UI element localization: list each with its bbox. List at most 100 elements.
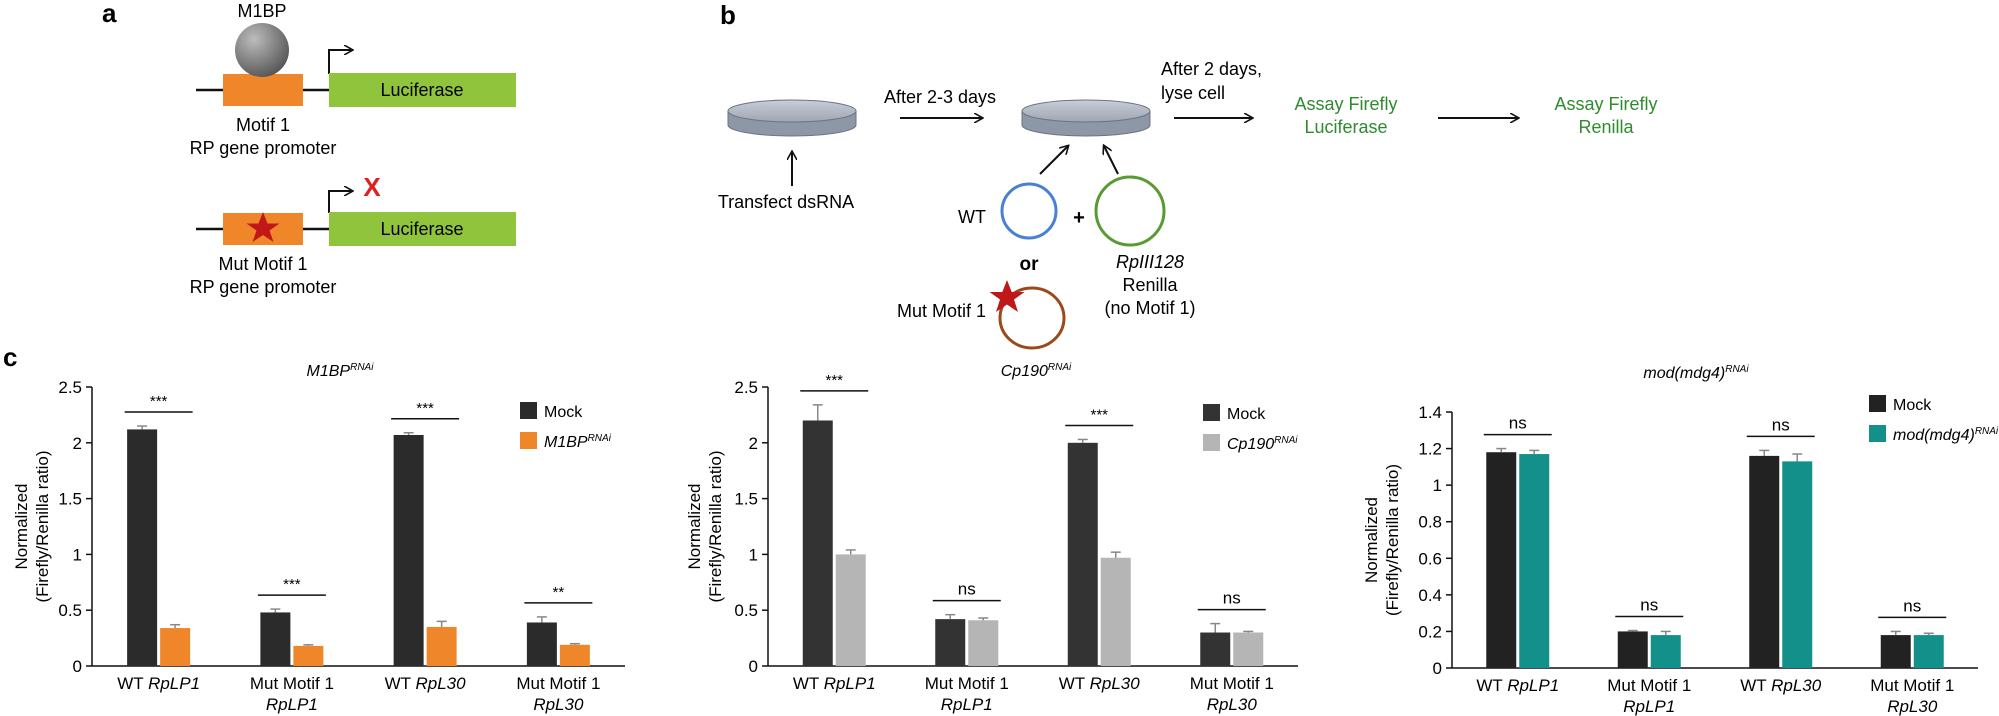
chart-title-superscript: RNAi	[350, 362, 374, 373]
legend-swatch	[520, 432, 537, 449]
renilla-label-1: RpIII128	[1116, 252, 1184, 272]
bar-mock	[1200, 632, 1231, 666]
bar-chart-2: Cp190RNAi Normalized (Firefly/Renilla rati…	[685, 362, 1298, 714]
x-category-label: Mut Motif 1	[1870, 676, 1954, 695]
y-axis-label-line1: Normalized	[685, 484, 704, 570]
y-tick-label: 1.2	[1418, 440, 1442, 459]
legend-label-name: Mock	[544, 404, 583, 421]
bar-rnai	[293, 645, 324, 666]
significance-label: ***	[416, 400, 434, 417]
bar-rnai	[1519, 454, 1550, 668]
legend-label-superscript: RNAi	[588, 433, 612, 444]
legend-label-superscript: RNAi	[1274, 435, 1298, 446]
y-tick-label: 0.5	[734, 601, 758, 620]
y-axis-label-line2: (Firefly/Renilla ratio)	[33, 450, 52, 602]
x-category-label: WT RpLP1	[1476, 676, 1559, 695]
legend-label-name: Mock	[1227, 406, 1266, 423]
y-axis-label: Normalized (Firefly/Renilla ratio)	[12, 450, 52, 602]
x-category-gene: RpLP1	[941, 695, 993, 714]
bar-rnai	[1913, 635, 1944, 668]
legend-swatch	[1203, 434, 1220, 451]
y-tick-label: 0.6	[1418, 549, 1442, 568]
chart-title-main: M1BP	[307, 363, 351, 380]
y-tick-label: 0	[1433, 659, 1442, 678]
x-category-prefix: WT	[1740, 676, 1771, 695]
wt-plasmid-icon	[1000, 182, 1058, 240]
y-tick-label: 1.4	[1418, 403, 1442, 422]
m1bp-protein-ball	[235, 23, 289, 77]
bar-rnai	[426, 626, 457, 666]
bar-mock	[802, 420, 833, 666]
y-tick-label: 2	[749, 434, 758, 453]
x-category-prefix: WT	[793, 674, 824, 693]
tss-arrow	[328, 50, 352, 74]
bar-mock	[1067, 442, 1098, 666]
bar-rnai	[559, 644, 590, 666]
plus-sign: +	[1073, 207, 1085, 229]
x-category-label: Mut Motif 1	[516, 674, 600, 693]
panel-label-a: a	[102, 0, 117, 28]
bar-mock	[1486, 452, 1517, 668]
significance-label: ns	[1772, 415, 1790, 434]
y-axis-label-line2: (Firefly/Renilla ratio)	[706, 450, 725, 602]
luciferase-label: Luciferase	[380, 80, 463, 100]
motif1-box	[223, 74, 303, 106]
legend-swatch	[520, 402, 537, 419]
significance-label: ns	[1223, 589, 1241, 608]
y-tick-label: 0.2	[1418, 622, 1442, 641]
mut-construct: X Luciferase Mut Motif 1 RP gene promote…	[190, 172, 516, 297]
luciferase-box	[329, 73, 516, 107]
x-category-label: WT RpLP1	[117, 674, 200, 693]
assay2-label-1: Assay Firefly	[1554, 94, 1657, 114]
assay1-label-2: Luciferase	[1304, 117, 1387, 137]
legend-label: Cp190RNAi	[1227, 435, 1298, 453]
mut-plasmid-label: Mut Motif 1	[897, 301, 986, 321]
x-category-prefix: Mut Motif 1	[1607, 676, 1691, 695]
bar-mock	[260, 612, 291, 666]
y-axis-label: Normalized (Firefly/Renilla ratio)	[685, 450, 725, 602]
x-category-prefix: WT	[1059, 674, 1090, 693]
x-category-gene: RpLP1	[1623, 697, 1675, 716]
significance-label: ns	[958, 580, 976, 599]
assay1-label-1: Assay Firefly	[1294, 94, 1397, 114]
y-axis-label: Normalized (Firefly/Renilla ratio)	[1362, 464, 1402, 616]
significance-label: **	[553, 584, 565, 601]
x-category-prefix: Mut Motif 1	[1190, 674, 1274, 693]
legend-swatch	[1869, 425, 1886, 442]
y-tick-label: 2.5	[734, 378, 758, 397]
legend-label-name: Cp190	[1227, 436, 1274, 453]
mut-promoter-label-2: RP gene promoter	[190, 277, 337, 297]
legend-label: Mock	[544, 404, 583, 421]
bar-mock	[127, 429, 158, 666]
x-category-gene: RpL30	[1887, 697, 1938, 716]
step2-label-1: After 2 days,	[1161, 59, 1262, 79]
bar-rnai	[1100, 557, 1131, 666]
x-category-gene: RpL30	[416, 674, 467, 693]
renilla-plasmid-icon	[1094, 175, 1166, 247]
bar-mock	[526, 622, 557, 666]
x-category-gene: RpLP1	[824, 674, 876, 693]
luciferase-label: Luciferase	[380, 219, 463, 239]
tss-arrow	[328, 191, 352, 213]
chart-title-superscript: RNAi	[1725, 364, 1749, 375]
x-category-gene: RpL30	[1771, 676, 1822, 695]
legend-label: M1BPRNAi	[544, 433, 612, 451]
x-category-label: WT RpL30	[1059, 674, 1141, 693]
bar-mock	[1617, 631, 1648, 668]
x-category-label: WT RpL30	[1740, 676, 1822, 695]
mut-promoter-label-1: Mut Motif 1	[218, 254, 307, 274]
x-category-prefix: Mut Motif 1	[516, 674, 600, 693]
panel-label-c: c	[3, 342, 17, 372]
or-label: or	[1020, 254, 1040, 275]
legend-label: Mock	[1893, 397, 1932, 414]
panel-label-b: b	[720, 0, 736, 30]
renilla-label-3: (no Motif 1)	[1104, 298, 1195, 318]
luciferase-box	[329, 212, 516, 246]
significance-label: ns	[1640, 596, 1658, 615]
bar-mock	[935, 619, 966, 666]
panel-a: a M1BP Luciferase Motif 1 RP gene promot…	[102, 0, 516, 297]
bar-rnai	[1782, 461, 1813, 668]
bar-mock	[1880, 635, 1911, 668]
